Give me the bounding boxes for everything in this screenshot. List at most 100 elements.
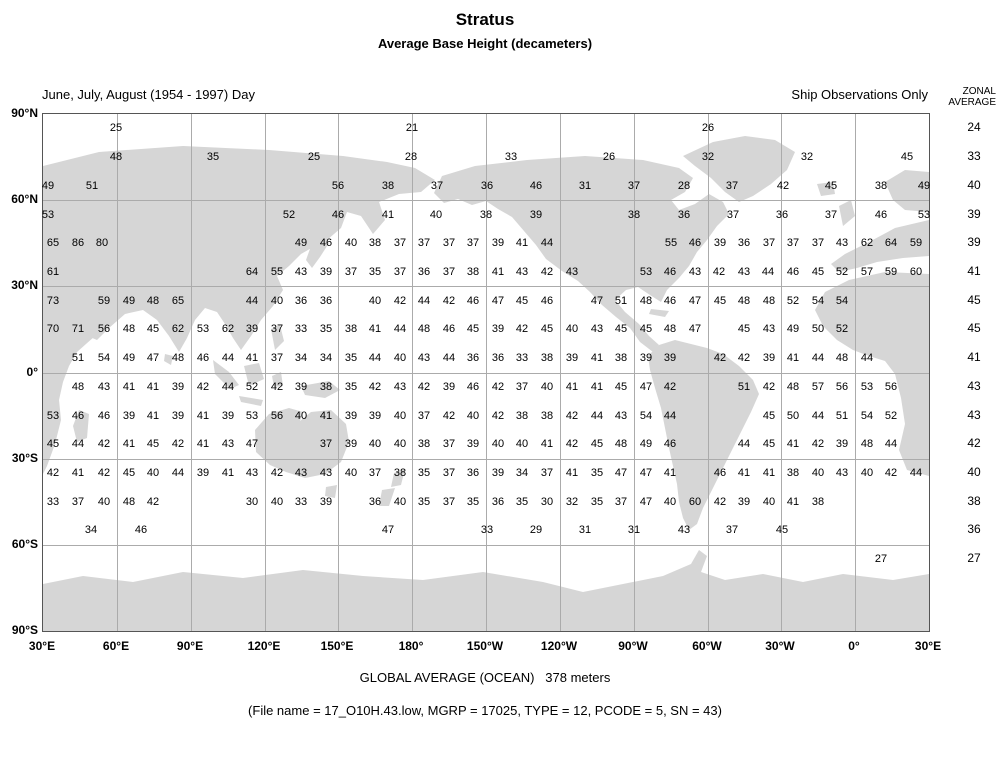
grid-value: 41 — [221, 467, 235, 479]
grid-value: 47 — [639, 496, 653, 508]
grid-value: 46 — [331, 209, 345, 221]
grid-value: 44 — [221, 381, 235, 393]
grid-value: 41 — [786, 496, 800, 508]
grid-value: 37 — [824, 209, 838, 221]
grid-value: 39 — [663, 352, 677, 364]
grid-value: 36 — [466, 352, 480, 364]
grid-value: 45 — [811, 266, 825, 278]
grid-value: 44 — [761, 266, 775, 278]
grid-value: 40 — [762, 496, 776, 508]
grid-value: 40 — [368, 295, 382, 307]
grid-value: 41 — [565, 381, 579, 393]
grid-value: 48 — [639, 295, 653, 307]
grid-value: 39 — [196, 467, 210, 479]
grid-value: 43 — [97, 381, 111, 393]
grid-value: 36 — [294, 295, 308, 307]
grid-value: 41 — [196, 438, 210, 450]
grid-value: 48 — [146, 295, 160, 307]
grid-value: 47 — [146, 352, 160, 364]
grid-value: 40 — [344, 237, 358, 249]
grid-value: 44 — [811, 352, 825, 364]
grid-value: 46 — [713, 467, 727, 479]
land-tasmania — [325, 485, 337, 498]
grid-value: 52 — [245, 381, 259, 393]
grid-value: 26 — [602, 151, 616, 163]
grid-value: 37 — [393, 237, 407, 249]
land-sumatra — [213, 360, 239, 389]
grid-value: 39 — [835, 438, 849, 450]
grid-value: 37 — [319, 438, 333, 450]
land-philippines — [271, 325, 284, 350]
grid-value: 37 — [442, 438, 456, 450]
grid-value: 39 — [762, 352, 776, 364]
grid-value: 44 — [737, 438, 751, 450]
grid-value: 37 — [71, 496, 85, 508]
grid-value: 47 — [491, 295, 505, 307]
grid-value: 37 — [442, 496, 456, 508]
chart-subtitle: Average Base Height (decameters) — [377, 36, 593, 51]
grid-value: 70 — [46, 323, 60, 335]
grid-value: 39 — [737, 496, 751, 508]
x-axis-label: 150°E — [320, 639, 354, 653]
grid-value: 49 — [917, 180, 931, 192]
grid-value: 37 — [614, 496, 628, 508]
grid-value: 42 — [712, 266, 726, 278]
grid-value: 46 — [529, 180, 543, 192]
grid-value: 49 — [122, 295, 136, 307]
grid-value: 37 — [270, 323, 284, 335]
grid-value: 48 — [663, 323, 677, 335]
grid-value: 48 — [122, 496, 136, 508]
grid-value: 59 — [909, 237, 923, 249]
grid-value: 41 — [245, 352, 259, 364]
grid-value: 41 — [786, 438, 800, 450]
grid-value: 57 — [811, 381, 825, 393]
grid-value: 31 — [627, 524, 641, 536]
x-axis-label: 60°E — [102, 639, 130, 653]
grid-value: 43 — [393, 381, 407, 393]
grid-value: 43 — [614, 410, 628, 422]
grid-value: 41 — [590, 381, 604, 393]
grid-value: 53 — [41, 209, 55, 221]
grid-value: 38 — [381, 180, 395, 192]
grid-value: 21 — [405, 122, 419, 134]
grid-value: 41 — [540, 438, 554, 450]
land-eurasia — [43, 146, 435, 352]
grid-value: 44 — [368, 352, 382, 364]
grid-value: 41 — [196, 410, 210, 422]
grid-value: 43 — [688, 266, 702, 278]
land-new-zealand-north — [391, 469, 405, 487]
grid-value: 45 — [824, 180, 838, 192]
grid-value: 73 — [46, 295, 60, 307]
grid-value: 49 — [786, 323, 800, 335]
y-axis-label: 60°S — [11, 537, 38, 551]
grid-value: 38 — [393, 467, 407, 479]
x-axis-label: 30°E — [914, 639, 942, 653]
grid-value: 26 — [701, 122, 715, 134]
zonal-average-value: 27 — [967, 551, 981, 565]
grid-value: 54 — [811, 295, 825, 307]
grid-value: 45 — [590, 438, 604, 450]
graticule-line-vertical — [634, 114, 635, 631]
grid-value: 36 — [677, 209, 691, 221]
grid-value: 48 — [109, 151, 123, 163]
grid-value: 48 — [417, 323, 431, 335]
grid-value: 59 — [884, 266, 898, 278]
grid-value: 46 — [540, 295, 554, 307]
grid-value: 40 — [515, 438, 529, 450]
grid-value: 42 — [491, 410, 505, 422]
grid-value: 42 — [46, 467, 60, 479]
grid-value: 56 — [270, 410, 284, 422]
zonal-average-value: 43 — [967, 408, 981, 422]
grid-value: 43 — [590, 323, 604, 335]
grid-value: 42 — [762, 381, 776, 393]
grid-value: 50 — [786, 410, 800, 422]
land-britain — [839, 200, 855, 226]
grid-value: 33 — [515, 352, 529, 364]
grid-value: 48 — [786, 381, 800, 393]
grid-value: 46 — [874, 209, 888, 221]
grid-value: 47 — [614, 467, 628, 479]
grid-value: 86 — [71, 237, 85, 249]
graticule-line-vertical — [117, 114, 118, 631]
y-axis-label: 30°N — [11, 278, 38, 292]
